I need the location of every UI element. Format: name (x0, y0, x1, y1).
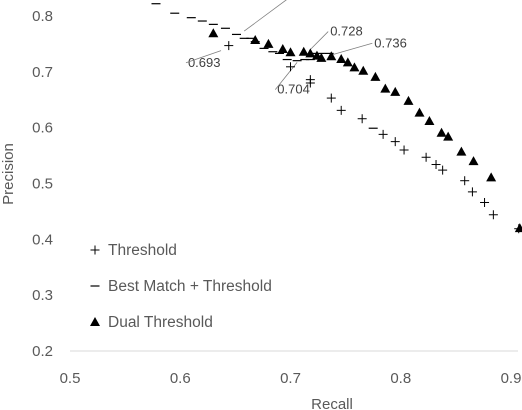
plus-point (421, 152, 431, 162)
y-tick-label: 0.7 (32, 64, 53, 81)
legend-marker-plus (90, 245, 100, 255)
x-tick-label: 0.8 (390, 370, 411, 387)
plus-point (286, 62, 295, 72)
triangle-point (349, 62, 360, 72)
plus-point (431, 160, 441, 170)
plus-point (224, 41, 234, 51)
triangle-point (380, 83, 391, 93)
plus-point (438, 165, 448, 175)
triangle-point (486, 172, 497, 182)
triangle-point (277, 43, 288, 53)
triangle-point (443, 131, 454, 141)
triangle-point (285, 47, 296, 57)
triangle-point (263, 38, 274, 48)
triangle-point (370, 71, 381, 81)
plus-point (399, 145, 409, 155)
plus-point (467, 187, 477, 197)
annotation-label: 0.693 (188, 55, 221, 70)
y-tick-label: 0.3 (32, 287, 53, 304)
triangle-point (390, 86, 401, 96)
triangle-point (208, 28, 219, 38)
plus-point (305, 78, 315, 88)
y-tick-label: 0.4 (32, 231, 53, 248)
triangle-point (424, 115, 435, 125)
annotation-leader (308, 31, 329, 51)
plus-point (488, 210, 498, 220)
x-tick-label: 0.6 (170, 370, 191, 387)
annotation-leader (185, 50, 222, 64)
annotation-leader (243, 0, 287, 32)
y-tick-labels: 0.2 0.3 0.4 0.5 0.6 0.7 0.8 (32, 8, 53, 360)
annotation-label: 0.736 (374, 35, 407, 50)
plus-point (378, 129, 388, 139)
annotation-label: 0.704 (277, 82, 310, 97)
triangle-point (436, 127, 447, 137)
plus-point (480, 197, 490, 207)
legend-label-dual-threshold: Dual Threshold (108, 314, 213, 331)
y-tick-label: 0.2 (32, 343, 53, 360)
plus-point (390, 137, 400, 147)
legend-marker-triangle (90, 317, 100, 326)
legend: Threshold Best Match + Threshold Dual Th… (90, 242, 272, 331)
plus-point (460, 176, 470, 186)
legend-item-best-match-threshold: Best Match + Threshold (90, 278, 272, 295)
y-axis-title: Precision (0, 143, 17, 205)
legend-item-dual-threshold: Dual Threshold (90, 314, 213, 331)
x-tick-label: 0.5 (60, 370, 81, 387)
y-tick-label: 0.5 (32, 176, 53, 193)
triangle-point (298, 46, 309, 56)
x-tick-label: 0.7 (280, 370, 301, 387)
triangle-point (326, 51, 337, 61)
plus-point (326, 93, 336, 103)
triangle-point (316, 52, 327, 62)
triangle-point (336, 53, 347, 63)
plus-point (357, 114, 367, 124)
legend-label-best-match-threshold: Best Match + Threshold (108, 278, 272, 295)
series-triangle (208, 28, 522, 233)
triangle-point (514, 223, 522, 233)
annotation-label: 0.728 (330, 24, 363, 39)
triangle-point (305, 48, 316, 58)
triangle-point (414, 107, 425, 117)
legend-plus-icon (90, 245, 100, 255)
triangle-point (358, 65, 369, 75)
x-tick-label: 0.9 (501, 370, 522, 387)
legend-triangle-icon (90, 317, 100, 326)
legend-item-threshold: Threshold (90, 242, 177, 259)
triangle-point (403, 95, 414, 105)
y-tick-label: 0.8 (32, 8, 53, 25)
y-tick-label: 0.6 (32, 120, 53, 137)
plus-point (336, 105, 346, 115)
annotation-leader (328, 42, 373, 57)
legend-label-threshold: Threshold (108, 242, 177, 259)
x-tick-labels: 0.5 0.6 0.7 0.8 0.9 (60, 370, 522, 387)
triangle-point (342, 57, 353, 67)
triangle-point (468, 156, 479, 166)
triangle-point (456, 146, 467, 156)
triangle-point (250, 35, 261, 45)
series-plus (224, 41, 522, 234)
x-axis-title: Recall (311, 396, 353, 410)
data-points (151, 3, 522, 234)
